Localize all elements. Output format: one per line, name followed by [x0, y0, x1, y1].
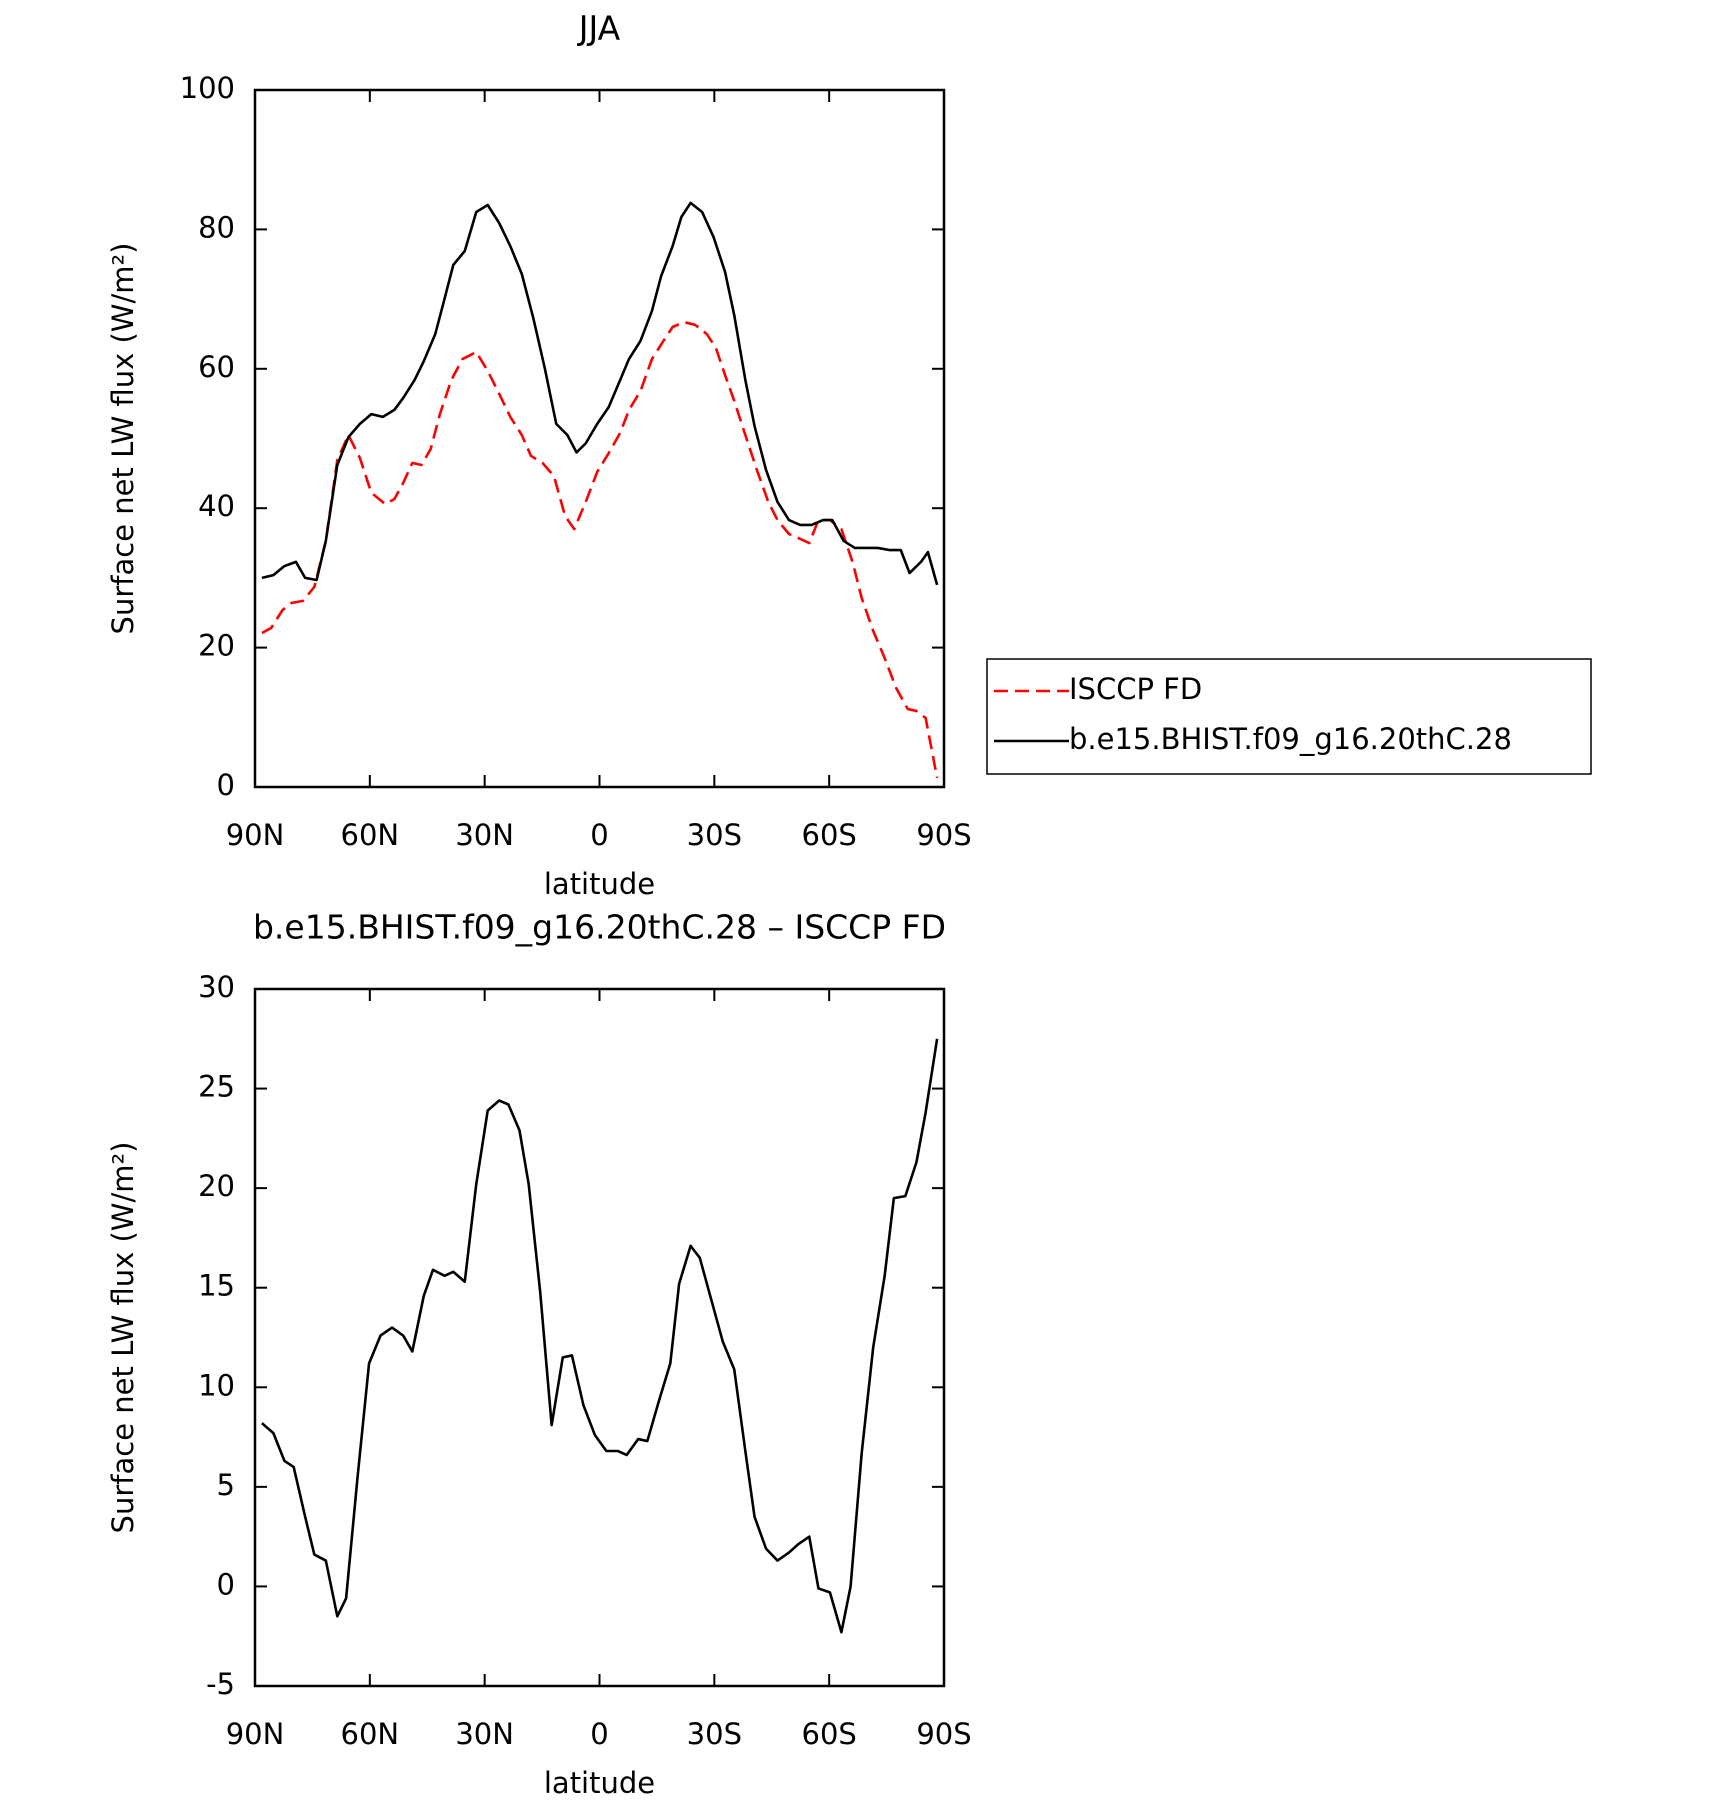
y-tick-label: -5 — [206, 1667, 235, 1701]
y-tick-label: 15 — [198, 1269, 235, 1303]
y-tick-label: 100 — [180, 71, 235, 105]
y-tick-label: 40 — [198, 489, 235, 523]
x-tick-label: 90S — [916, 1717, 971, 1751]
x-tick-label: 30S — [687, 818, 742, 852]
data-line — [261, 201, 939, 586]
x-tick-label: 60N — [341, 1717, 400, 1751]
y-tick-label: 10 — [198, 1368, 235, 1402]
x-tick-label: 30N — [455, 818, 514, 852]
y-tick-label: 0 — [217, 768, 235, 802]
data-line — [261, 320, 939, 779]
y-tick-label: 20 — [198, 629, 235, 663]
x-tick-label: 0 — [590, 1717, 608, 1751]
y-axis-label: Surface net LW flux (W/m²) — [106, 1142, 140, 1534]
y-axis-label: Surface net LW flux (W/m²) — [106, 243, 140, 635]
y-tick-label: 5 — [217, 1468, 235, 1502]
data-line — [261, 1038, 939, 1634]
y-tick-label: 0 — [217, 1567, 235, 1601]
y-tick-label: 30 — [198, 970, 235, 1004]
x-tick-label: 60S — [802, 818, 857, 852]
x-tick-label: 60N — [341, 818, 400, 852]
x-tick-label: 90N — [226, 818, 285, 852]
legend-box — [986, 658, 1592, 775]
x-tick-label: 90S — [916, 818, 971, 852]
x-axis-label: latitude — [544, 867, 655, 901]
x-tick-label: 30N — [455, 1717, 514, 1751]
chart-title: b.e15.BHIST.f09_g16.20thC.28 – ISCCP FD — [253, 908, 946, 947]
y-tick-label: 25 — [198, 1070, 235, 1104]
x-tick-label: 30S — [687, 1717, 742, 1751]
y-tick-label: 80 — [198, 210, 235, 244]
x-tick-label: 0 — [590, 818, 608, 852]
y-tick-label: 60 — [198, 350, 235, 384]
chart-title: JJA — [577, 9, 621, 48]
legend-label: ISCCP FD — [1069, 672, 1202, 706]
x-tick-label: 90N — [226, 1717, 285, 1751]
y-tick-label: 20 — [198, 1169, 235, 1203]
x-axis-label: latitude — [544, 1766, 655, 1800]
legend-label: b.e15.BHIST.f09_g16.20thC.28 — [1069, 722, 1512, 756]
x-tick-label: 60S — [802, 1717, 857, 1751]
plot-frame — [253, 88, 946, 789]
plot-frame — [253, 987, 946, 1688]
